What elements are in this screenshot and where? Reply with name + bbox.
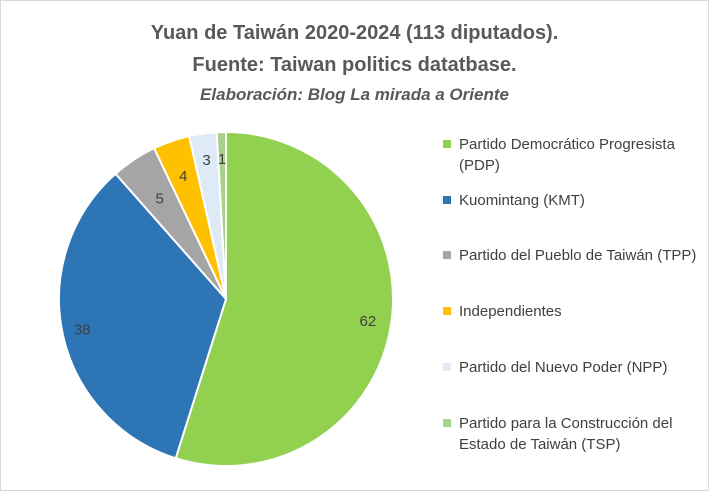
legend-swatch-tsp: [443, 419, 451, 427]
legend-item-pdp: Partido Democrático Progresista (PDP): [443, 134, 705, 176]
chart-subtitle: Fuente: Taiwan politics datatbase.: [192, 54, 517, 76]
legend-item-tpp: Partido del Pueblo de Taiwán (TPP): [443, 245, 705, 266]
legend-label-npp: Partido del Nuevo Poder (NPP): [459, 359, 668, 376]
pie-slice-kmt: [58, 172, 227, 460]
data-label-tpp: 5: [156, 191, 164, 208]
legend-swatch-independientes: [443, 307, 451, 315]
data-label-independientes: 4: [179, 168, 187, 185]
legend-label-independientes: Independientes: [459, 303, 562, 320]
pie-slice-pdp: [174, 131, 394, 467]
legend-swatch-kmt: [443, 196, 451, 204]
data-label-npp: 3: [202, 152, 210, 169]
chart-credit: Elaboración: Blog La mirada a Oriente: [200, 85, 509, 104]
legend-swatch-tpp: [443, 251, 451, 259]
legend-item-kmt: Kuomintang (KMT): [443, 190, 705, 211]
data-label-tsp: 1: [218, 151, 226, 168]
legend-item-tsp: Partido para la Construcción del Estado …: [443, 413, 705, 455]
legend-swatch-npp: [443, 363, 451, 371]
legend-label-tsp: Partido para la Construcción del Estado …: [459, 415, 673, 453]
legend-item-npp: Partido del Nuevo Poder (NPP): [443, 357, 705, 378]
data-label-pdp: 62: [360, 313, 377, 330]
chart-title: Yuan de Taiwán 2020-2024 (113 diputados)…: [150, 22, 559, 44]
legend-swatch-pdp: [443, 140, 451, 148]
data-label-kmt: 38: [74, 321, 91, 338]
legend-item-independientes: Independientes: [443, 301, 705, 322]
legend-label-pdp: Partido Democrático Progresista (PDP): [459, 136, 675, 174]
pie-slice-tsp: [215, 131, 227, 300]
legend-label-kmt: Kuomintang (KMT): [459, 192, 585, 209]
legend-label-tpp: Partido del Pueblo de Taiwán (TPP): [459, 247, 697, 264]
